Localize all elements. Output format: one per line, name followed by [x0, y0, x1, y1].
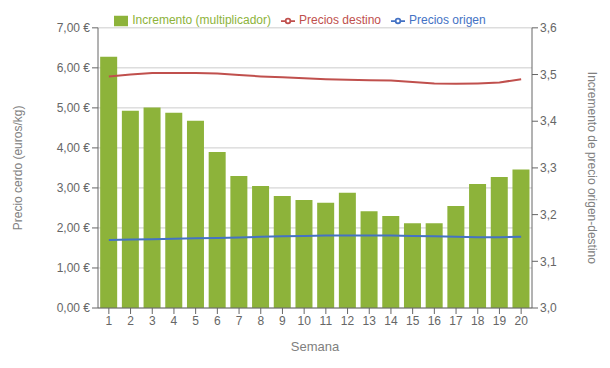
svg-text:2: 2 — [127, 314, 134, 328]
html-text:Precios origen: Precios origen — [409, 13, 486, 27]
svg-text:4,00 €: 4,00 € — [57, 141, 91, 155]
svg-text:3,3: 3,3 — [540, 161, 557, 175]
svg-text:Semana: Semana — [291, 339, 340, 354]
svg-text:Precio cerdo (euros/kg): Precio cerdo (euros/kg) — [11, 106, 25, 231]
html-text:Precios destino: Precios destino — [299, 13, 381, 27]
svg-text:3,6: 3,6 — [540, 21, 557, 35]
svg-text:5,00 €: 5,00 € — [57, 101, 91, 115]
svg-text:10: 10 — [297, 314, 311, 328]
svg-text:3,4: 3,4 — [540, 114, 557, 128]
svg-text:7,00 €: 7,00 € — [57, 21, 91, 35]
svg-text:3,1: 3,1 — [540, 255, 557, 269]
svg-text:19: 19 — [493, 314, 507, 328]
svg-text:5: 5 — [192, 314, 199, 328]
svg-text:3: 3 — [149, 314, 156, 328]
html-text:Incremento (multiplicador): Incremento (multiplicador) — [132, 13, 271, 27]
svg-text:16: 16 — [428, 314, 442, 328]
svg-text:0,00 €: 0,00 € — [57, 301, 91, 315]
svg-text:17: 17 — [449, 314, 463, 328]
svg-text:9: 9 — [279, 314, 286, 328]
svg-text:18: 18 — [471, 314, 485, 328]
svg-text:13: 13 — [363, 314, 377, 328]
svg-text:14: 14 — [384, 314, 398, 328]
svg-text:8: 8 — [257, 314, 264, 328]
svg-text:20: 20 — [514, 314, 528, 328]
svg-text:6,00 €: 6,00 € — [57, 61, 91, 75]
svg-text:1: 1 — [106, 314, 113, 328]
svg-text:11: 11 — [320, 314, 333, 328]
svg-text:4: 4 — [171, 314, 178, 328]
svg-text:3,0: 3,0 — [540, 301, 557, 315]
svg-text:3,00 €: 3,00 € — [57, 181, 91, 195]
svg-text:12: 12 — [341, 314, 355, 328]
svg-text:15: 15 — [406, 314, 420, 328]
svg-text:6: 6 — [214, 314, 221, 328]
svg-text:3,2: 3,2 — [540, 208, 557, 222]
svg-text:3,5: 3,5 — [540, 68, 557, 82]
svg-text:1,00 €: 1,00 € — [57, 261, 91, 275]
svg-text:Incremento de precio origen-de: Incremento de precio origen-destino — [585, 72, 599, 264]
svg-text:7: 7 — [236, 314, 243, 328]
svg-text:2,00 €: 2,00 € — [57, 221, 91, 235]
